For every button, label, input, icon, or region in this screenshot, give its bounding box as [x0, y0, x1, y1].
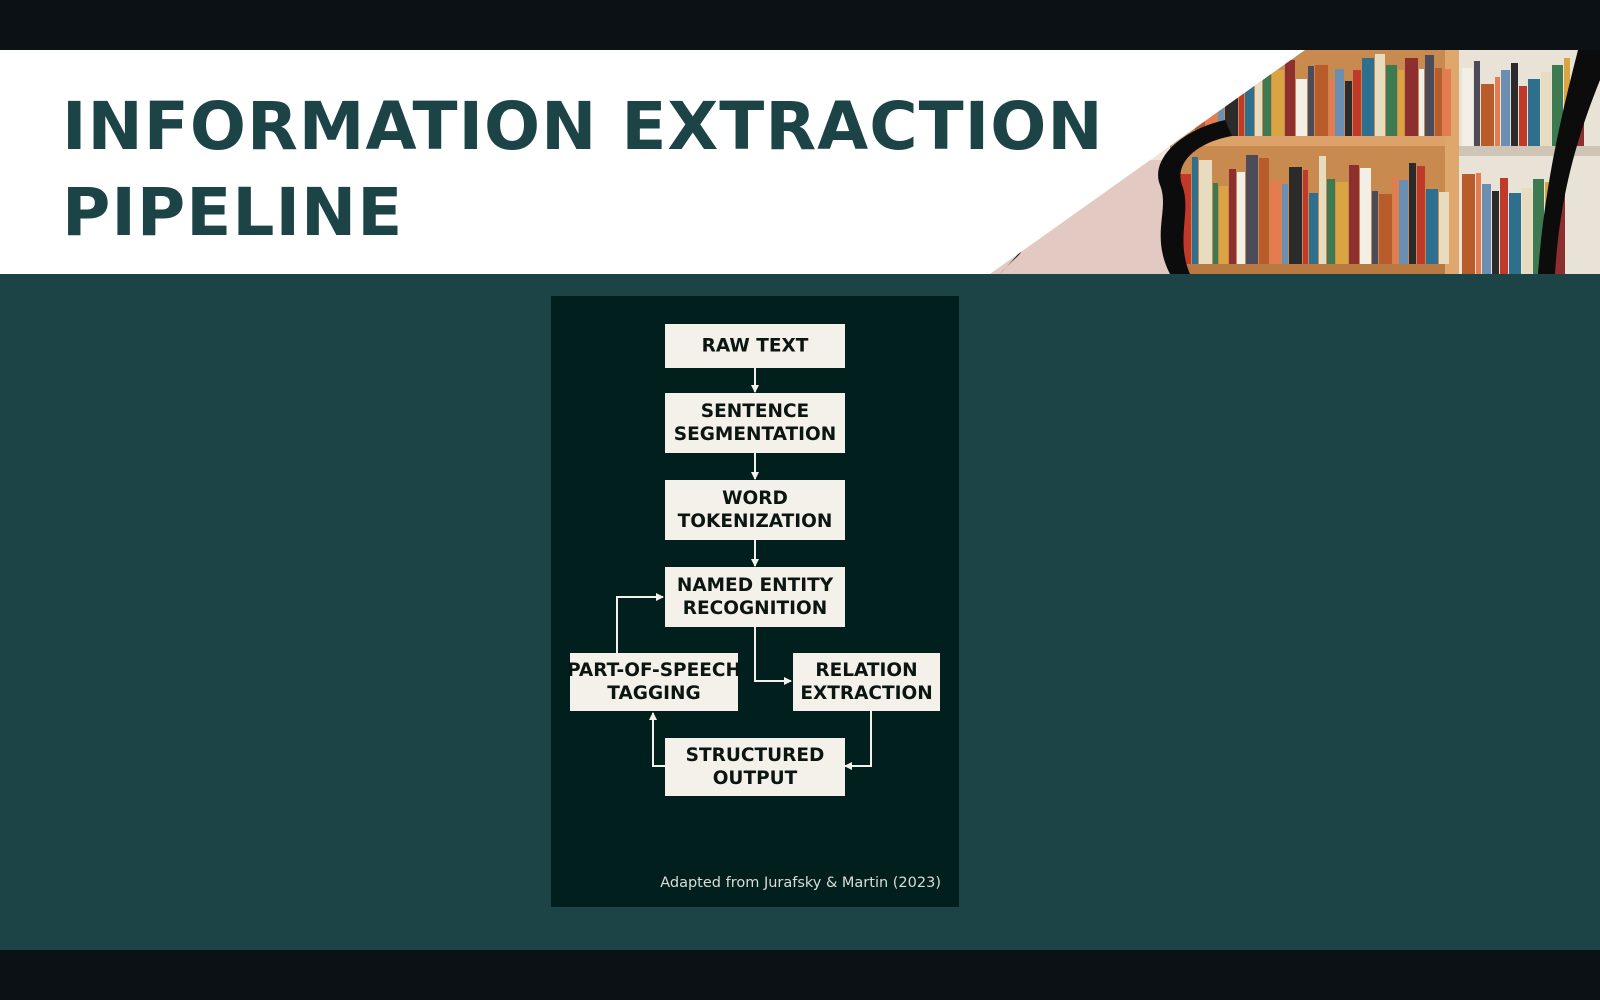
edge-structured-output-to-part-of-speech-tagging: [649, 712, 665, 767]
node-label: RELATION: [815, 660, 917, 681]
edge-named-entity-recognition-to-relation-extraction: [754, 627, 792, 685]
node-raw-text: RAW TEXT: [665, 324, 845, 368]
diagram-caption: Adapted from Jurafsky & Martin (2023): [660, 875, 941, 891]
node-label: EXTRACTION: [800, 683, 932, 704]
node-label: SEGMENTATION: [674, 424, 836, 445]
node-box: [665, 567, 845, 627]
bookshelf-photo: [990, 50, 1600, 274]
page-title: INFORMATION EXTRACTION PIPELINE: [62, 84, 1104, 256]
node-label: RECOGNITION: [683, 598, 827, 619]
node-label: TOKENIZATION: [678, 511, 833, 532]
node-label: STRUCTURED: [686, 745, 825, 766]
node-label: TAGGING: [607, 683, 700, 704]
node-label: NAMED ENTITY: [677, 575, 834, 596]
node-label: RAW TEXT: [702, 336, 809, 357]
pipeline-diagram-card: RAW TEXT SENTENCE SEGMENTATION WORD TOKENIZA…: [551, 296, 959, 907]
node-box: [665, 393, 845, 453]
slide: INFORMATION EXTRACTION PIPELINE RAW TEXT S…: [0, 50, 1600, 950]
page-title-line: PIPELINE: [62, 174, 404, 251]
node-box: [665, 480, 845, 540]
node-label: PART-OF-SPEECH: [567, 660, 741, 681]
page-title-line: INFORMATION EXTRACTION: [62, 88, 1104, 165]
node-box: [665, 738, 845, 796]
node-box: [793, 653, 940, 711]
edge-part-of-speech-tagging-to-named-entity-recognition: [616, 593, 664, 653]
edge-relation-extraction-to-structured-output: [844, 711, 872, 770]
node-label: WORD: [722, 488, 788, 509]
node-label: SENTENCE: [701, 401, 809, 422]
node-box: [570, 653, 738, 711]
slide-header: INFORMATION EXTRACTION PIPELINE: [0, 50, 1600, 274]
node-label: OUTPUT: [713, 768, 798, 789]
node-box: [665, 324, 845, 368]
